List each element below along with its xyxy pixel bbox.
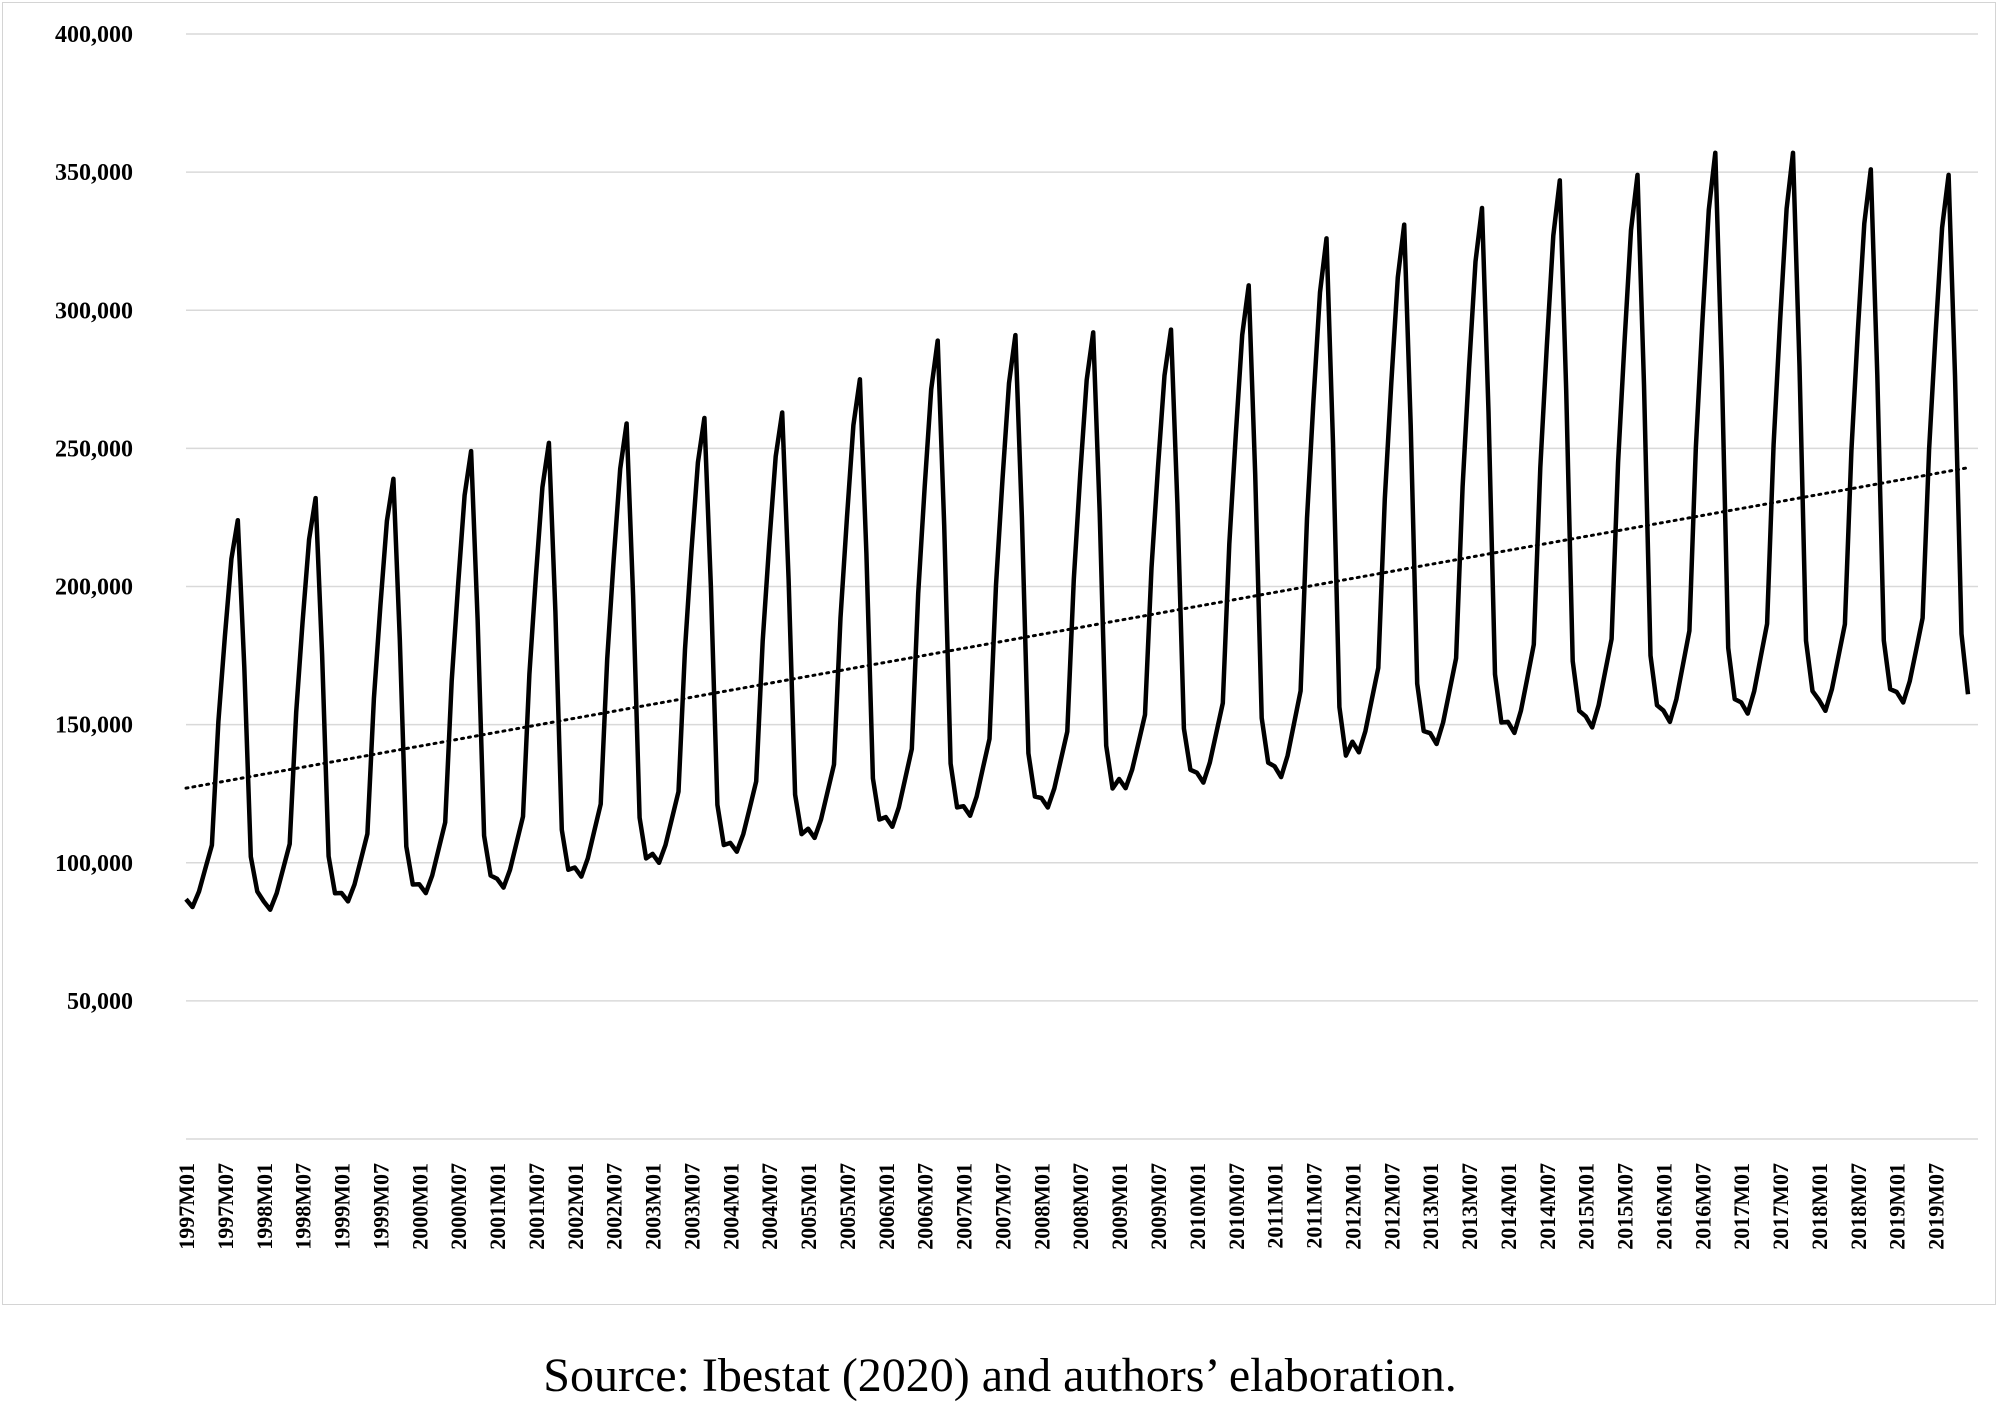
y-tick-label: 150,000 (55, 713, 133, 739)
y-tick-label: 300,000 (55, 298, 133, 324)
x-tick-label: 2015M01 (1574, 1163, 1599, 1250)
x-tick-label: 1997M01 (174, 1163, 199, 1250)
x-tick-label: 2010M01 (1185, 1163, 1210, 1250)
x-tick-label: 2004M07 (757, 1163, 782, 1250)
x-tick-label: 2012M01 (1340, 1163, 1365, 1250)
source-caption: Source: Ibestat (2020) and authors’ elab… (543, 1349, 1457, 1402)
y-axis-ticks: 50,000 100,000 150,000 200,000 250,000 300,00… (55, 22, 133, 1015)
y-tick-label: 50,000 (67, 989, 133, 1015)
x-tick-label: 2015M07 (1613, 1163, 1638, 1250)
x-tick-label: 2008M01 (1029, 1163, 1054, 1250)
x-tick-label: 2017M01 (1729, 1163, 1754, 1250)
x-tick-label: 2014M01 (1496, 1163, 1521, 1250)
line-chart: 50,000 100,000 150,000 200,000 250,000 300,00… (55, 22, 1978, 1250)
x-tick-label: 2007M07 (990, 1163, 1015, 1250)
x-tick-label: 2006M07 (913, 1163, 938, 1250)
x-tick-label: 1998M01 (252, 1163, 277, 1250)
x-tick-label: 2004M01 (718, 1163, 743, 1250)
x-tick-label: 2003M01 (641, 1163, 666, 1250)
x-tick-label: 2001M01 (485, 1163, 510, 1250)
x-tick-label: 2002M07 (602, 1163, 627, 1250)
x-tick-label: 2009M01 (1107, 1163, 1132, 1250)
y-tick-label: 250,000 (55, 436, 133, 462)
y-tick-label: 400,000 (55, 22, 133, 48)
x-tick-label: 2005M07 (835, 1163, 860, 1250)
x-tick-label: 2005M01 (796, 1163, 821, 1250)
x-tick-label: 2017M07 (1768, 1163, 1793, 1250)
gridlines (186, 33, 1978, 1002)
series-line (184, 150, 1971, 912)
x-tick-label: 2008M07 (1068, 1163, 1093, 1250)
x-tick-label: 2000M01 (407, 1163, 432, 1250)
x-tick-label: 2002M01 (563, 1163, 588, 1250)
x-tick-label: 2013M01 (1418, 1163, 1443, 1250)
x-tick-label: 2018M07 (1846, 1163, 1871, 1250)
x-tick-label: 1999M01 (330, 1163, 355, 1250)
y-tick-label: 200,000 (55, 575, 133, 601)
x-tick-label: 2001M07 (524, 1163, 549, 1250)
x-tick-label: 2006M01 (874, 1163, 899, 1250)
figure-frame: 50,000 100,000 150,000 200,000 250,000 300,00… (2, 2, 1996, 1305)
x-tick-label: 2012M07 (1379, 1163, 1404, 1250)
x-tick-label: 1998M07 (291, 1163, 316, 1250)
x-tick-label: 2019M01 (1885, 1163, 1910, 1250)
x-axis-ticks: 1997M01 1997M07 1998M01 1998M07 1999M01 1999M… (174, 1163, 1949, 1250)
x-tick-label: 1997M07 (213, 1163, 238, 1250)
x-tick-label: 2018M01 (1807, 1163, 1832, 1250)
x-tick-label: 2003M07 (679, 1163, 704, 1250)
x-tick-label: 2016M01 (1651, 1163, 1676, 1250)
x-tick-label: 2010M07 (1224, 1163, 1249, 1250)
y-tick-label: 100,000 (55, 851, 133, 877)
y-tick-label: 350,000 (55, 160, 133, 186)
x-tick-label: 2019M07 (1924, 1163, 1949, 1250)
x-tick-label: 2011M07 (1302, 1163, 1327, 1249)
x-tick-label: 2000M07 (446, 1163, 471, 1250)
x-tick-label: 2014M07 (1535, 1163, 1560, 1250)
x-tick-label: 2007M01 (952, 1163, 977, 1250)
x-tick-label: 2016M07 (1690, 1163, 1715, 1250)
x-tick-label: 2011M01 (1263, 1163, 1288, 1249)
x-tick-label: 2009M07 (1146, 1163, 1171, 1250)
x-tick-label: 1999M07 (368, 1163, 393, 1250)
x-tick-label: 2013M07 (1457, 1163, 1482, 1250)
